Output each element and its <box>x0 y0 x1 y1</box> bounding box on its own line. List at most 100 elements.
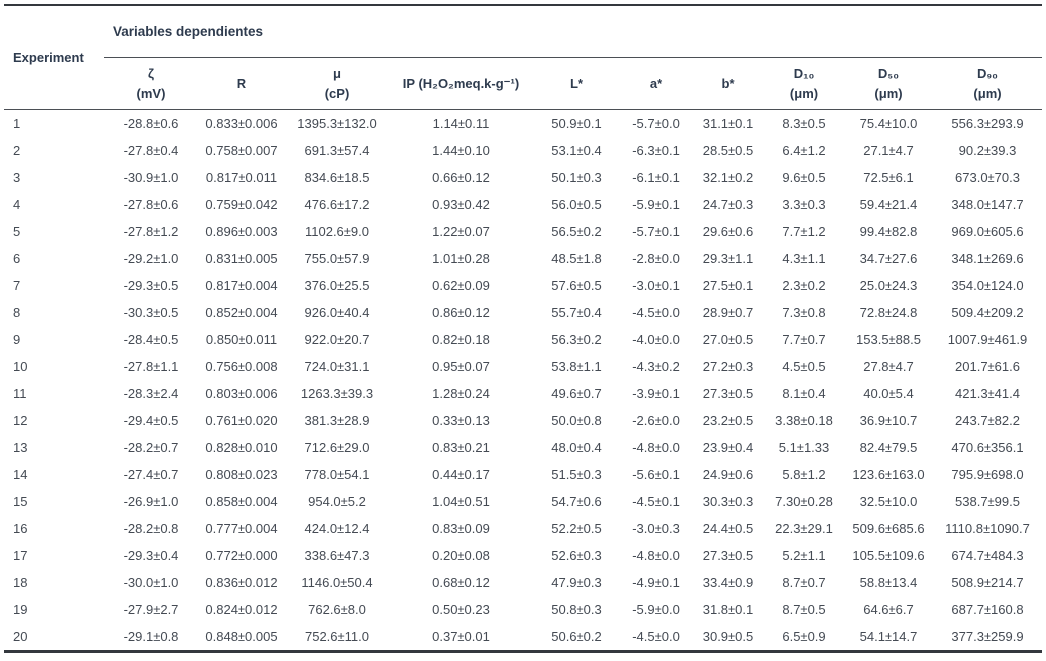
data-cell: -26.9±1.0 <box>123 494 179 509</box>
column-header-r: R <box>198 57 285 110</box>
data-cell: -28.2±0.7 <box>123 440 179 455</box>
column-header-lstar: L* <box>533 57 620 110</box>
data-cell: 30.9±0.5 <box>702 629 754 644</box>
experiment-number: 3 <box>13 170 21 185</box>
table-row: 10 -27.8±1.1 0.756±0.008 724.0±31.1 0.95±0.0… <box>4 353 1042 380</box>
data-cell: 1.01±0.28 <box>432 251 490 266</box>
data-cell: 1007.9±461.9 <box>947 332 1028 347</box>
data-cell: 0.836±0.012 <box>205 575 278 590</box>
data-cell: 834.6±18.5 <box>304 170 370 185</box>
table-row: 2 -27.8±0.4 0.758±0.007 691.3±57.4 1.44±0.10… <box>4 137 1042 164</box>
experiment-number: 11 <box>13 386 27 401</box>
data-cell: 0.817±0.004 <box>205 278 278 293</box>
data-cell: 50.1±0.3 <box>551 170 602 185</box>
data-cell: -4.5±0.0 <box>632 305 680 320</box>
data-cell: 0.833±0.006 <box>205 116 278 131</box>
data-cell: 538.7±99.5 <box>955 494 1020 509</box>
data-cell: 0.62±0.09 <box>432 278 490 293</box>
data-cell: 673.0±70.3 <box>955 170 1020 185</box>
experiment-number: 20 <box>13 629 28 644</box>
data-cell: -27.9±2.7 <box>123 602 179 617</box>
data-cell: 7.7±0.7 <box>782 332 826 347</box>
data-cell: 27.3±0.5 <box>702 386 754 401</box>
data-cell: -4.8±0.0 <box>632 440 680 455</box>
data-cell: -5.7±0.0 <box>632 116 680 131</box>
data-cell: 4.3±1.1 <box>782 251 826 266</box>
data-cell: 52.2±0.5 <box>551 521 602 536</box>
data-cell: 24.9±0.6 <box>702 467 754 482</box>
data-cell: 7.3±0.8 <box>782 305 826 320</box>
data-cell: 29.3±1.1 <box>702 251 754 266</box>
experiment-number: 14 <box>13 467 28 482</box>
column-header-zeta: ζ (mV) <box>104 57 198 110</box>
data-cell: -28.4±0.5 <box>123 332 179 347</box>
data-cell: 90.2±39.3 <box>958 143 1017 158</box>
data-cell: 377.3±259.9 <box>951 629 1024 644</box>
experiment-number: 19 <box>13 602 28 617</box>
data-cell: 64.6±6.7 <box>863 602 914 617</box>
data-cell: 27.2±0.3 <box>702 359 754 374</box>
column-symbol: L* <box>570 75 583 91</box>
experiment-number: 15 <box>13 494 28 509</box>
table-row: 3 -30.9±1.0 0.817±0.011 834.6±18.5 0.66±0.12… <box>4 164 1042 191</box>
data-cell: 348.1±269.6 <box>951 251 1024 266</box>
data-cell: -2.6±0.0 <box>632 413 680 428</box>
data-cell: -27.8±0.4 <box>123 143 179 158</box>
data-cell: -6.1±0.1 <box>632 170 680 185</box>
data-cell: 27.3±0.5 <box>702 548 754 563</box>
data-cell: 33.4±0.9 <box>702 575 754 590</box>
data-cell: 926.0±40.4 <box>304 305 370 320</box>
data-cell: 1395.3±132.0 <box>297 116 377 131</box>
data-cell: 0.850±0.011 <box>205 332 278 347</box>
table-row: 16 -28.2±0.8 0.777±0.004 424.0±12.4 0.83±0.0… <box>4 515 1042 542</box>
data-cell: 0.758±0.007 <box>205 143 278 158</box>
data-cell: 1110.8±1090.7 <box>945 521 1030 536</box>
data-cell: 8.7±0.5 <box>782 602 826 617</box>
data-cell: 0.831±0.005 <box>205 251 278 266</box>
data-cell: 24.7±0.3 <box>702 197 754 212</box>
data-cell: 24.4±0.5 <box>702 521 754 536</box>
data-cell: 48.5±1.8 <box>551 251 602 266</box>
experiment-number: 10 <box>13 359 28 374</box>
data-cell: 7.7±1.2 <box>782 224 826 239</box>
data-cell: 795.9±698.0 <box>951 467 1024 482</box>
data-cell: 509.6±685.6 <box>852 521 925 536</box>
experiment-number: 8 <box>13 305 21 320</box>
data-cell: 52.6±0.3 <box>551 548 602 563</box>
data-cell: 25.0±24.3 <box>859 278 918 293</box>
data-cell: 72.8±24.8 <box>859 305 918 320</box>
column-header-d90: D₉₀ (μm) <box>933 57 1042 110</box>
data-cell: 50.0±0.8 <box>551 413 602 428</box>
data-cell: 51.5±0.3 <box>551 467 602 482</box>
data-cell: -4.9±0.1 <box>632 575 680 590</box>
data-cell: -4.8±0.0 <box>632 548 680 563</box>
data-cell: -5.7±0.1 <box>632 224 680 239</box>
data-cell: 50.9±0.1 <box>551 116 602 131</box>
data-cell: -29.3±0.4 <box>123 548 179 563</box>
data-cell: 3.3±0.3 <box>782 197 826 212</box>
data-cell: -4.3±0.2 <box>632 359 680 374</box>
data-cell: 5.1±1.33 <box>778 440 830 455</box>
data-cell: 27.5±0.1 <box>702 278 754 293</box>
data-cell: 54.7±0.6 <box>551 494 602 509</box>
table-row: 11 -28.3±2.4 0.803±0.006 1263.3±39.3 1.28±0.… <box>4 380 1042 407</box>
column-symbol: IP (H₂O₂meq.k-g⁻¹) <box>402 75 520 91</box>
data-cell: 0.761±0.020 <box>205 413 278 428</box>
data-cell: 50.8±0.3 <box>551 602 602 617</box>
data-cell: 123.6±163.0 <box>852 467 925 482</box>
data-cell: 470.6±356.1 <box>951 440 1024 455</box>
data-cell: 0.83±0.09 <box>432 521 490 536</box>
table-row: 12 -29.4±0.5 0.761±0.020 381.3±28.9 0.33±0.1… <box>4 407 1042 434</box>
experiment-column-header: Experiment <box>4 5 104 110</box>
column-unit: (μm) <box>874 85 903 101</box>
column-symbol: a* <box>649 75 663 91</box>
data-cell: 6.5±0.9 <box>782 629 826 644</box>
data-cell: 0.808±0.023 <box>205 467 278 482</box>
data-cell: -2.8±0.0 <box>632 251 680 266</box>
data-cell: 57.6±0.5 <box>551 278 602 293</box>
table-row: 13 -28.2±0.7 0.828±0.010 712.6±29.0 0.83±0.2… <box>4 434 1042 461</box>
table-row: 8 -30.3±0.5 0.852±0.004 926.0±40.4 0.86±0.12… <box>4 299 1042 326</box>
data-cell: 8.3±0.5 <box>782 116 826 131</box>
table-row: 9 -28.4±0.5 0.850±0.011 922.0±20.7 0.82±0.18… <box>4 326 1042 353</box>
